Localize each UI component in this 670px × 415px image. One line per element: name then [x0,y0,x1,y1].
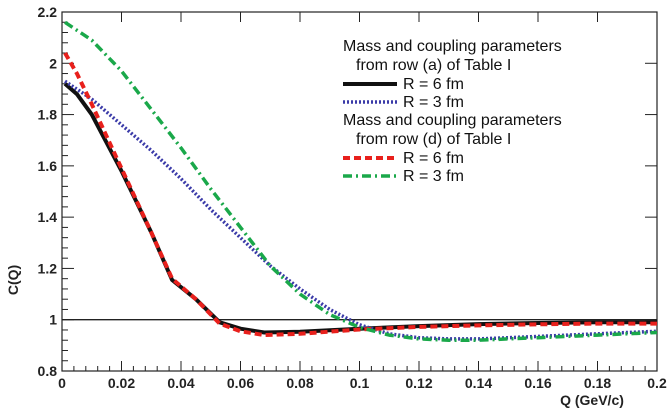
y-tick-label: 2.2 [38,4,58,20]
legend: Mass and coupling parameters from row (a)… [343,38,562,185]
series-line-2 [63,51,657,338]
series-lines [63,20,658,342]
y-tick-label: 1.8 [38,107,58,123]
y-tick-label: 1.6 [38,158,58,174]
series-line-3 [64,20,658,342]
y-axis: 0.8 1 1.2 1.4 1.6 1.8 2 2.2 [38,4,657,379]
legend-label-1-1: R = 3 fm [403,168,464,185]
x-tick-label: 0.2 [647,375,667,391]
x-tick-label: 0.1 [350,375,370,391]
legend-heading-1-0: Mass and coupling parameters [343,112,562,129]
legend-label-0-0: R = 6 fm [403,76,464,93]
legend-label-0-1: R = 3 fm [403,94,464,111]
x-tick-label: 0 [58,375,66,391]
x-tick-label: 0.02 [108,375,135,391]
y-tick-label: 1.2 [38,260,58,276]
y-axis-title: C(Q) [5,265,21,295]
y-tick-label: 2 [49,55,57,71]
x-axis: 0 0.02 0.04 0.06 0.08 0.1 0.12 0.14 0.16 0.18 0.2 [58,12,667,391]
x-tick-label: 0.06 [227,375,254,391]
legend-heading-0-0: Mass and coupling parameters [343,38,562,55]
x-tick-label: 0.12 [405,375,432,391]
y-tick-label: 1.4 [38,209,58,225]
y-tick-label: 1 [49,312,57,328]
x-tick-label: 0.08 [286,375,313,391]
x-tick-label: 0.16 [524,375,551,391]
series-line-1 [64,79,658,341]
x-tick-label: 0.18 [584,375,611,391]
y-tick-label: 0.8 [38,363,58,379]
x-tick-label: 0.04 [167,375,194,391]
x-axis-title: Q (GeV/c) [560,392,624,408]
legend-label-1-0: R = 6 fm [403,150,464,167]
legend-heading-0-1: from row (a) of Table I [356,57,511,74]
legend-heading-1-1: from row (d) of Table I [356,131,511,148]
x-tick-label: 0.14 [465,375,492,391]
